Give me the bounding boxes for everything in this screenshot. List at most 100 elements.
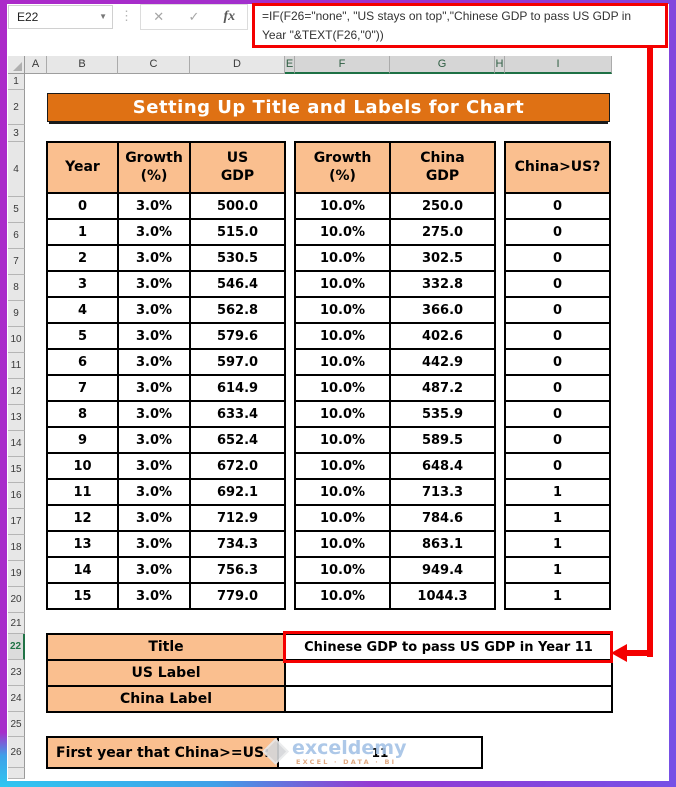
cell-china_gt_us[interactable]: 0 [504, 192, 611, 220]
label-cell[interactable]: China Label [46, 685, 286, 713]
row-header-9[interactable]: 9 [8, 301, 25, 327]
cell-china_gdp[interactable]: 442.9 [389, 348, 496, 376]
cell-year[interactable]: 6 [46, 348, 119, 376]
cell-china_gdp[interactable]: 302.5 [389, 244, 496, 272]
cell-china_growth[interactable]: 10.0% [294, 556, 391, 584]
row-header-partial[interactable] [8, 768, 25, 779]
row-header-22[interactable]: 22 [8, 634, 25, 660]
cell-year[interactable]: 12 [46, 504, 119, 532]
cell-china_growth[interactable]: 10.0% [294, 504, 391, 532]
header-cell[interactable]: Growth (%) [117, 141, 191, 194]
row-header-18[interactable]: 18 [8, 535, 25, 561]
cell-china_gt_us[interactable]: 0 [504, 322, 611, 350]
cell-us_growth[interactable]: 3.0% [117, 530, 191, 558]
row-header-23[interactable]: 23 [8, 660, 25, 686]
cell-china_gdp[interactable]: 487.2 [389, 374, 496, 402]
row-header-16[interactable]: 16 [8, 483, 25, 509]
cell-year[interactable]: 15 [46, 582, 119, 610]
header-cell[interactable]: Year [46, 141, 119, 194]
cell-year[interactable]: 8 [46, 400, 119, 428]
cell-china_gdp[interactable]: 250.0 [389, 192, 496, 220]
cell-china_gdp[interactable]: 863.1 [389, 530, 496, 558]
column-header-E[interactable]: E [285, 56, 295, 74]
cell-us_growth[interactable]: 3.0% [117, 426, 191, 454]
header-cell[interactable]: Growth (%) [294, 141, 391, 194]
cell-china_gt_us[interactable]: 1 [504, 556, 611, 584]
cell-us_growth[interactable]: 3.0% [117, 296, 191, 324]
name-box[interactable]: E22 ▼ [8, 5, 113, 29]
cell-us_gdp[interactable]: 672.0 [189, 452, 286, 480]
cell-us_gdp[interactable]: 712.9 [189, 504, 286, 532]
formula-bar-input[interactable]: =IF(F26="none", "US stays on top","Chine… [252, 3, 668, 48]
cell-us_growth[interactable]: 3.0% [117, 218, 191, 246]
row-header-1[interactable]: 1 [8, 74, 25, 90]
cell-china_gdp[interactable]: 648.4 [389, 452, 496, 480]
row-header-2[interactable]: 2 [8, 90, 25, 125]
cell-us_growth[interactable]: 3.0% [117, 348, 191, 376]
select-all-corner[interactable] [8, 56, 25, 74]
cell-china_gdp[interactable]: 366.0 [389, 296, 496, 324]
column-header-D[interactable]: D [190, 56, 285, 74]
row-header-8[interactable]: 8 [8, 275, 25, 301]
cell-us_growth[interactable]: 3.0% [117, 374, 191, 402]
cell-china_gt_us[interactable]: 0 [504, 296, 611, 324]
cell-year[interactable]: 7 [46, 374, 119, 402]
cell-china_growth[interactable]: 10.0% [294, 192, 391, 220]
cancel-icon[interactable]: ✕ [153, 9, 165, 24]
cell-us_gdp[interactable]: 579.6 [189, 322, 286, 350]
row-header-26[interactable]: 26 [8, 737, 25, 768]
cell-china_growth[interactable]: 10.0% [294, 270, 391, 298]
row-header-3[interactable]: 3 [8, 125, 25, 142]
cell-china_gdp[interactable]: 402.6 [389, 322, 496, 350]
cell-year[interactable]: 4 [46, 296, 119, 324]
row-header-24[interactable]: 24 [8, 686, 25, 712]
row-header-21[interactable]: 21 [8, 613, 25, 634]
cell-us_growth[interactable]: 3.0% [117, 504, 191, 532]
cell-china_gdp[interactable]: 332.8 [389, 270, 496, 298]
cell-china_growth[interactable]: 10.0% [294, 218, 391, 246]
cell-china_gt_us[interactable]: 0 [504, 400, 611, 428]
cell-china_growth[interactable]: 10.0% [294, 530, 391, 558]
row-header-17[interactable]: 17 [8, 509, 25, 535]
column-header-C[interactable]: C [118, 56, 190, 74]
cell-us_gdp[interactable]: 692.1 [189, 478, 286, 506]
value-cell[interactable] [284, 659, 613, 687]
row-header-19[interactable]: 19 [8, 561, 25, 587]
cell-china_gt_us[interactable]: 0 [504, 218, 611, 246]
first-year-label-cell[interactable]: First year that China>=US: [46, 736, 279, 769]
row-header-15[interactable]: 15 [8, 457, 25, 483]
cell-us_gdp[interactable]: 546.4 [189, 270, 286, 298]
column-header-I[interactable]: I [505, 56, 612, 74]
cell-us_growth[interactable]: 3.0% [117, 400, 191, 428]
cell-year[interactable]: 10 [46, 452, 119, 480]
cell-china_growth[interactable]: 10.0% [294, 478, 391, 506]
value-cell[interactable]: Chinese GDP to pass US GDP in Year 11 [284, 633, 613, 661]
row-header-14[interactable]: 14 [8, 431, 25, 457]
cell-us_growth[interactable]: 3.0% [117, 244, 191, 272]
cell-china_gt_us[interactable]: 0 [504, 452, 611, 480]
cell-us_growth[interactable]: 3.0% [117, 556, 191, 584]
cell-us_gdp[interactable]: 756.3 [189, 556, 286, 584]
first-year-value-cell[interactable]: 11 [277, 736, 483, 769]
cell-china_growth[interactable]: 10.0% [294, 244, 391, 272]
cell-us_growth[interactable]: 3.0% [117, 270, 191, 298]
cell-us_gdp[interactable]: 515.0 [189, 218, 286, 246]
cell-china_gt_us[interactable]: 1 [504, 582, 611, 610]
cell-china_gt_us[interactable]: 0 [504, 374, 611, 402]
cell-year[interactable]: 11 [46, 478, 119, 506]
header-cell[interactable]: US GDP [189, 141, 286, 194]
cell-china_gt_us[interactable]: 0 [504, 270, 611, 298]
cell-china_gdp[interactable]: 713.3 [389, 478, 496, 506]
cell-us_growth[interactable]: 3.0% [117, 322, 191, 350]
header-cell[interactable]: China GDP [389, 141, 496, 194]
cell-china_growth[interactable]: 10.0% [294, 322, 391, 350]
cell-china_gdp[interactable]: 784.6 [389, 504, 496, 532]
cell-china_gdp[interactable]: 1044.3 [389, 582, 496, 610]
column-header-F[interactable]: F [295, 56, 390, 74]
cell-year[interactable]: 0 [46, 192, 119, 220]
row-header-6[interactable]: 6 [8, 223, 25, 249]
drag-handle-dots-icon[interactable]: ⋮ [120, 8, 133, 23]
cell-china_gt_us[interactable]: 1 [504, 478, 611, 506]
label-cell[interactable]: US Label [46, 659, 286, 687]
cell-year[interactable]: 5 [46, 322, 119, 350]
